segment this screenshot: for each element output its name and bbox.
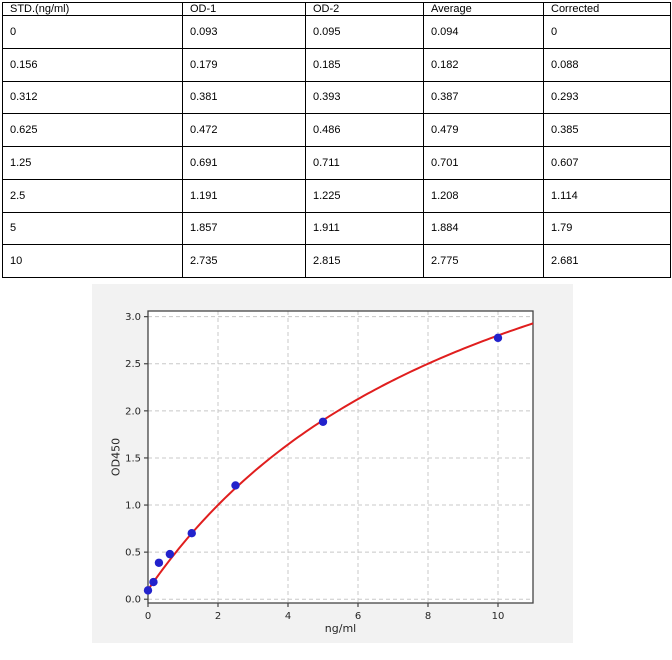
- table-header-row: STD.(ng/ml) OD-1 OD-2 Average Corrected: [2, 2, 671, 16]
- table-cell: 0.711: [305, 146, 424, 180]
- table-cell: 0.088: [543, 47, 671, 82]
- x-tick-label: 10: [492, 611, 505, 622]
- table-cell: 2.735: [182, 244, 306, 278]
- table-cell: 0.385: [543, 113, 671, 147]
- y-tick-label: 3.0: [125, 312, 141, 323]
- x-tick-label: 6: [355, 611, 361, 622]
- table-cell: 0.185: [305, 47, 424, 82]
- plot-area: [148, 311, 533, 603]
- data-point: [318, 417, 328, 426]
- table-cell: 1.911: [305, 211, 424, 246]
- table-cell: 0.607: [543, 146, 671, 180]
- y-tick-label: 1.0: [125, 501, 141, 512]
- table-cell: 0.625: [2, 113, 183, 147]
- table-cell: 1.208: [423, 178, 544, 213]
- table-row: 0 0.093 0.095 0.094 0: [2, 15, 671, 49]
- table-cell: 0.381: [182, 80, 306, 115]
- table-cell: 2.5: [2, 178, 183, 213]
- table-cell: 0.486: [305, 113, 424, 147]
- x-tick-label: 2: [215, 611, 221, 622]
- table-row: 0.156 0.179 0.185 0.182 0.088: [2, 47, 671, 82]
- x-tick-label: 0: [145, 611, 151, 622]
- y-axis-title: OD450: [109, 437, 123, 477]
- y-tick-label: 0.0: [125, 595, 141, 606]
- data-point: [149, 577, 158, 587]
- table-cell: 0: [543, 15, 671, 49]
- table-row: 5 1.857 1.911 1.884 1.79: [2, 211, 671, 246]
- table-cell: 2.681: [543, 244, 671, 278]
- column-header-2: OD-2: [305, 2, 424, 16]
- table-cell: 0.479: [423, 113, 544, 147]
- table-cell: 0.094: [423, 15, 544, 49]
- table-cell: 1.25: [2, 146, 183, 180]
- table-cell: 0.387: [423, 80, 544, 115]
- y-tick-label: 0.5: [125, 548, 141, 559]
- table-row: 0.625 0.472 0.486 0.479 0.385: [2, 113, 671, 147]
- x-tick-label: 8: [425, 611, 431, 622]
- table-cell: 0.701: [423, 146, 544, 180]
- table-cell: 5: [2, 211, 183, 246]
- table-row: 10 2.735 2.815 2.775 2.681: [2, 244, 671, 278]
- table-cell: 0.393: [305, 80, 424, 115]
- data-point: [165, 549, 175, 559]
- table-cell: 1.191: [182, 178, 306, 213]
- standard-curve-plot: 0 2 4 6 8 10 0.0 0.5 1.0 1.5 2.0 2.5 3.0: [125, 310, 534, 622]
- table-cell: 0.182: [423, 47, 544, 82]
- table-cell: 0.293: [543, 80, 671, 115]
- y-tick-label: 2.5: [125, 359, 141, 370]
- table-cell: 2.775: [423, 244, 544, 278]
- table-row: 0.312 0.381 0.393 0.387 0.293: [2, 80, 671, 115]
- data-point: [154, 558, 164, 567]
- x-axis-title: ng/ml: [324, 622, 357, 635]
- table-cell: 0.156: [2, 47, 183, 82]
- table-cell: 0.691: [182, 146, 306, 180]
- table-cell: 0: [2, 15, 183, 49]
- standards-table: STD.(ng/ml) OD-1 OD-2 Average Corrected 0 0.0…: [2, 2, 671, 278]
- y-tick-label: 1.5: [125, 453, 141, 464]
- table-cell: 2.815: [305, 244, 424, 278]
- table-cell: 1.857: [182, 211, 306, 246]
- table-row: 2.5 1.191 1.225 1.208 1.114: [2, 178, 671, 213]
- table-cell: 1.79: [543, 211, 671, 246]
- column-header-1: OD-1: [182, 2, 306, 16]
- x-tick-label: 4: [285, 611, 291, 622]
- table-cell: 0.093: [182, 15, 306, 49]
- data-point: [493, 333, 503, 343]
- table-row: 1.25 0.691 0.711 0.701 0.607: [2, 146, 671, 180]
- table-cell: 0.095: [305, 15, 424, 49]
- table-cell: 0.179: [182, 47, 306, 82]
- data-point: [187, 529, 196, 538]
- fit-curve: [147, 322, 534, 591]
- table-cell: 0.312: [2, 80, 183, 115]
- table-cell: 1.114: [543, 178, 671, 213]
- column-header-3: Average: [423, 2, 544, 16]
- table-cell: 1.884: [423, 211, 544, 246]
- plot-border: [147, 310, 534, 604]
- y-tick-label: 2.0: [125, 406, 141, 417]
- table-cell: 0.472: [182, 113, 306, 147]
- standard-curve-figure: 0 2 4 6 8 10 0.0 0.5 1.0 1.5 2.0 2.5 3.0 ng/ml OD450: [92, 284, 573, 643]
- table-cell: 1.225: [305, 178, 424, 213]
- data-point: [231, 481, 240, 490]
- column-header-0: STD.(ng/ml): [2, 2, 183, 16]
- data-point: [143, 586, 153, 595]
- table-cell: 10: [2, 244, 183, 278]
- column-header-4: Corrected: [543, 2, 671, 16]
